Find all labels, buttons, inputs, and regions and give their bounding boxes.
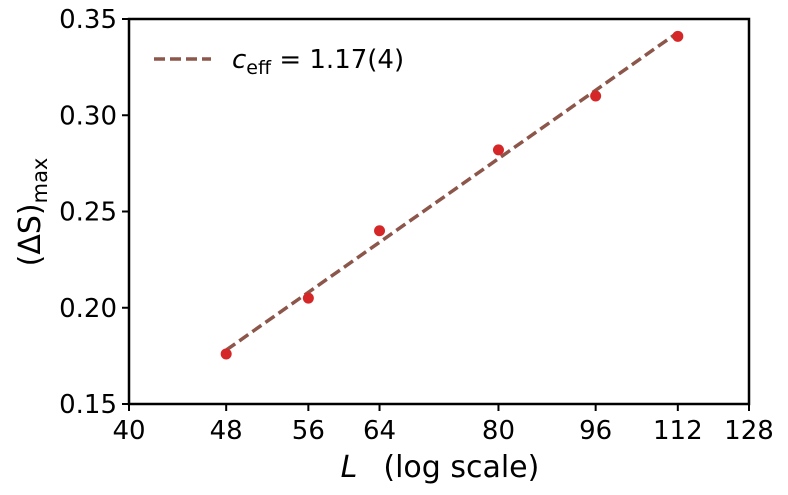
y-axis-label: (ΔS)max: [13, 158, 52, 267]
data-point: [672, 30, 684, 42]
x-axis-symbol: L: [341, 450, 358, 485]
legend-symbol: c: [232, 45, 246, 75]
data-point: [220, 348, 232, 360]
y-tick-label: 0.20: [59, 294, 117, 324]
x-tick-label: 56: [292, 416, 325, 446]
x-tick-label: 112: [653, 416, 703, 446]
x-tick-label: 40: [112, 416, 145, 446]
data-point: [590, 90, 602, 102]
y-tick-label: 0.35: [59, 5, 117, 35]
y-tick-label: 0.30: [59, 101, 117, 131]
x-tick-label: 128: [724, 416, 774, 446]
x-axis-label: L (log scale): [341, 450, 540, 485]
data-point: [492, 144, 504, 156]
legend: ceff = 1.17(4): [154, 45, 404, 79]
y-axis-subscript: max: [28, 158, 52, 204]
x-tick-label: 80: [482, 416, 515, 446]
legend-value: = 1.17(4): [271, 45, 404, 75]
y-tick-label: 0.15: [59, 390, 117, 420]
x-axis-suffix: (log scale): [383, 450, 539, 485]
x-tick-label: 48: [210, 416, 243, 446]
y-axis-main: (ΔS): [13, 203, 48, 266]
data-point: [374, 225, 386, 237]
x-tick-label: 96: [579, 416, 612, 446]
y-tick-label: 0.25: [59, 198, 117, 228]
legend-subscript: eff: [246, 57, 272, 79]
plot-background: [129, 19, 749, 404]
x-tick-label: 64: [363, 416, 396, 446]
tick-layer: 40 48 56 64 80 96 112 128 0.15 0.20 0.25 0.30 0.35: [59, 5, 774, 446]
legend-fit-label: ceff = 1.17(4): [232, 45, 404, 79]
fit-line: [225, 31, 679, 352]
plot-frame: [127, 17, 751, 406]
data-point: [302, 292, 314, 304]
series-layer: [220, 30, 684, 360]
